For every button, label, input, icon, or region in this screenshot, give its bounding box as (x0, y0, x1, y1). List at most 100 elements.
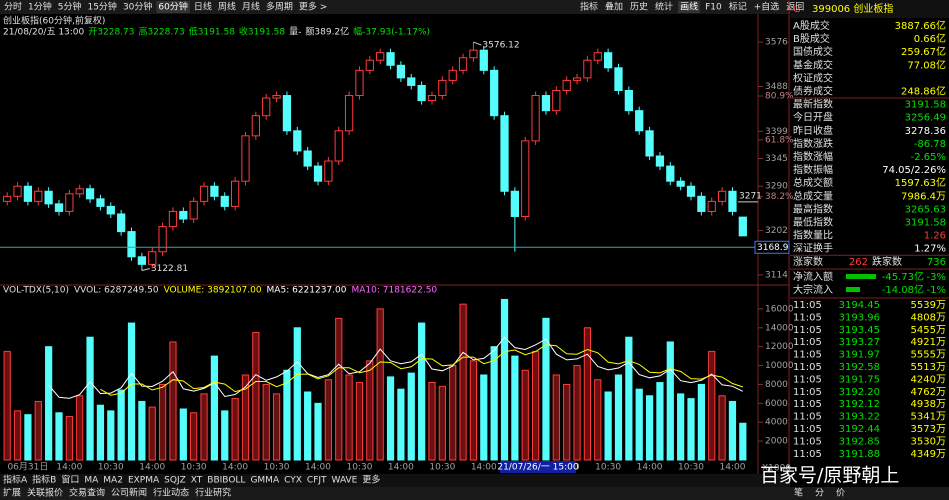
tool-button[interactable]: 叠加 (605, 2, 623, 13)
quote-label: 总成交额 (793, 176, 833, 189)
volume-bar (490, 346, 498, 461)
candle-body (676, 180, 685, 187)
tool-button[interactable]: 统计 (655, 1, 673, 13)
y-tick-label: 3488 (765, 82, 788, 92)
period-tab[interactable]: 分时 (4, 1, 22, 13)
volume-bar (449, 365, 457, 461)
side-tab[interactable]: 分 (815, 488, 824, 499)
breadth-value: 262 (849, 257, 868, 268)
quote-info: 21/08/20/五 13:00 (3, 28, 85, 38)
bottom-tab[interactable]: 行业动态 (153, 487, 189, 499)
chart-title: 创业板指(60分钟,前复权) (3, 15, 105, 27)
bottom-tab[interactable]: 行业研究 (195, 487, 231, 499)
candle-body (251, 115, 260, 137)
volume-bar (252, 332, 260, 461)
candle-body (106, 205, 115, 215)
tool-button[interactable]: 标记 (729, 1, 747, 13)
quote-value: 3887.66亿 (895, 19, 946, 32)
candle-body (241, 135, 250, 182)
indicator-tab[interactable]: BBIBOLL (207, 476, 245, 486)
side-tab[interactable]: 价 (836, 488, 845, 499)
volume-bar (604, 391, 612, 461)
trade-price: 3192.58 (839, 362, 880, 373)
candle-body (199, 185, 209, 202)
indicator-tab[interactable]: 窗口 (61, 474, 79, 486)
volume-bar (418, 322, 426, 461)
indicator-tab[interactable]: 指标A (3, 474, 28, 486)
indicator-tab[interactable]: MA2 (103, 476, 123, 486)
indicator-tab[interactable]: CFJT (307, 476, 327, 486)
trade-volume: 4921万 (911, 337, 946, 348)
candle-body (521, 140, 530, 217)
period-tab[interactable]: 周线 (218, 1, 236, 13)
volume-bar (65, 416, 73, 461)
indicator-tab[interactable]: CYX (284, 476, 302, 486)
period-tab[interactable]: 月线 (242, 1, 260, 13)
indicator-tab[interactable]: 更多 (362, 474, 380, 486)
y-tick-label: 3576 (765, 38, 788, 48)
trade-volume: 5539万 (911, 300, 946, 311)
trade-time: 11:05 (793, 300, 822, 311)
volume-bar (531, 350, 540, 461)
candle-body (313, 165, 323, 182)
candle-body (85, 188, 95, 200)
trade-time: 11:05 (793, 312, 822, 323)
period-tab[interactable]: 60分钟 (158, 1, 187, 13)
tool-button[interactable]: +自选 (754, 1, 780, 13)
volume-bar (314, 402, 322, 461)
volume-bar (148, 406, 156, 461)
period-tab[interactable]: 30分钟 (123, 1, 152, 13)
tool-button[interactable]: 历史 (630, 1, 648, 13)
period-tab[interactable]: 多周期 (266, 1, 293, 13)
quote-label: 最低指数 (793, 216, 833, 229)
volume-bar (345, 374, 353, 461)
tool-button[interactable]: 返回 (786, 1, 804, 13)
tool-button[interactable]: 画线 (680, 1, 698, 13)
indicator-tab[interactable]: GMMA (250, 476, 280, 486)
volume-bar (231, 398, 239, 461)
volume-bar (3, 350, 11, 461)
indicator-tab[interactable]: XT (191, 476, 203, 486)
tool-button[interactable]: 指标 (580, 1, 598, 13)
indicator-tab[interactable]: MA (84, 476, 99, 486)
volume-bar (335, 317, 343, 461)
volume-bar (127, 322, 136, 461)
x-tick-label: 10:30 (429, 463, 455, 473)
quote-info: 幅-37.93(-1.17%) (353, 26, 430, 38)
flow-bar (846, 274, 876, 279)
volume-bar (13, 410, 22, 461)
indicator-tab[interactable]: EXPMA (128, 476, 160, 486)
quote-label: A股成交 (793, 19, 830, 32)
cursor-box (500, 461, 576, 473)
indicator-tab[interactable]: SQJZ (164, 476, 186, 486)
quote-label: 昨日收盘 (793, 124, 833, 137)
side-tab[interactable]: 笔 (794, 487, 803, 499)
period-tab[interactable]: 1分钟 (28, 1, 52, 13)
candle-body (635, 110, 644, 132)
breadth-value: 736 (927, 257, 946, 268)
bottom-tab[interactable]: 公司新闻 (111, 487, 147, 499)
indicator-tab[interactable]: 指标B (32, 474, 56, 486)
bottom-tab[interactable]: 交易查询 (69, 487, 105, 499)
tool-button-active (678, 1, 701, 13)
period-tab[interactable]: 日线 (194, 1, 212, 13)
bottom-tab[interactable]: 关联报价 (27, 487, 63, 499)
period-tab[interactable]: 5分钟 (58, 1, 82, 13)
candle-body (479, 49, 488, 71)
candle-body (541, 95, 551, 112)
y-tick-label: 3345 (765, 154, 788, 164)
period-tab[interactable]: 更多 > (299, 1, 327, 13)
bottom-tab[interactable]: 扩展 (3, 487, 21, 499)
quote-value: 7986.4万 (901, 191, 946, 202)
period-tab[interactable]: 15分钟 (87, 1, 116, 13)
candle-body (324, 160, 333, 182)
candle-body (427, 95, 437, 102)
candle-body (572, 77, 582, 81)
volume-bar (24, 414, 32, 461)
volume-tick-label: 4000 (765, 418, 788, 428)
tool-button[interactable]: F10 (705, 3, 722, 13)
trade-volume: 5455万 (911, 325, 946, 336)
indicator-tab[interactable]: WAVE (332, 476, 358, 486)
trade-price: 3191.75 (839, 374, 880, 385)
volume-tick-label: 10000 (765, 361, 794, 371)
